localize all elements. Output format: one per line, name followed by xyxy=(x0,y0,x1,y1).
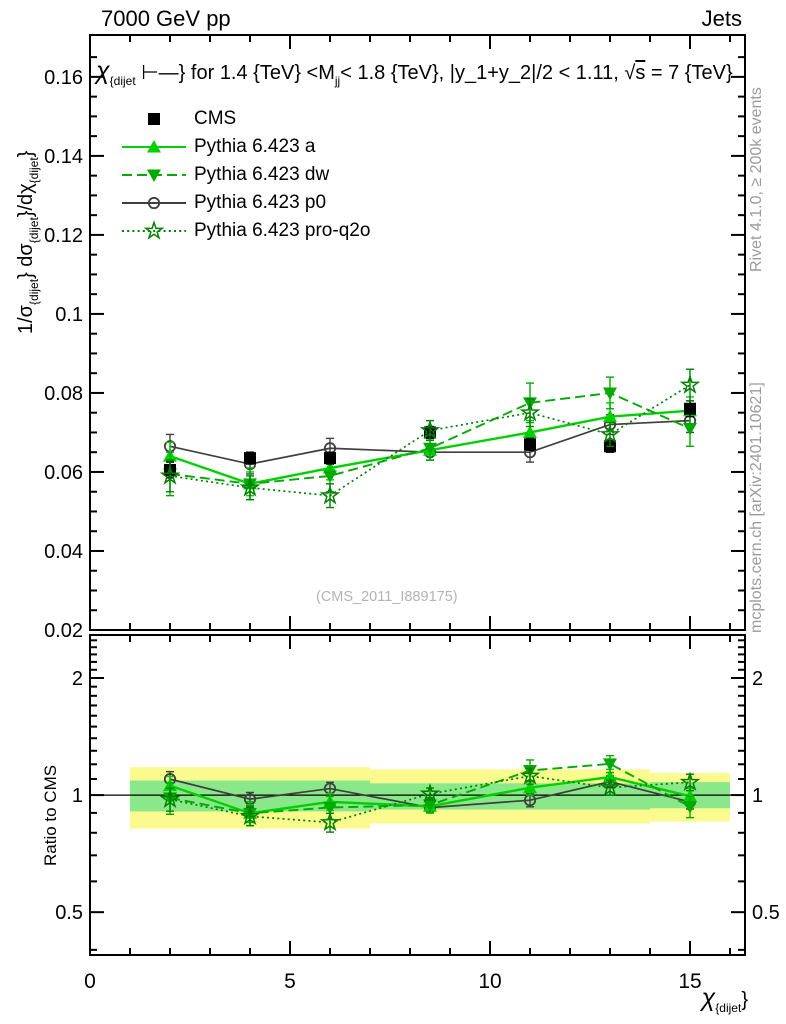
text-fragment: } xyxy=(15,150,37,158)
legend-item-cms: CMS xyxy=(122,105,370,133)
tick-label: 1 xyxy=(72,785,83,807)
text-fragment: χ xyxy=(701,984,716,1012)
legend-marker-triangle-down-icon xyxy=(122,169,186,182)
tick-label: 0.16 xyxy=(44,67,83,89)
tick-label: 0.04 xyxy=(44,541,83,563)
text-fragment: {dijet xyxy=(109,74,136,88)
text-fragment: {dijet xyxy=(715,1001,742,1015)
text-fragment: jj xyxy=(334,74,341,88)
tick-label: 5 xyxy=(284,970,296,993)
tick-label: 0.14 xyxy=(44,146,83,168)
tick-label: 0.02 xyxy=(44,620,83,642)
text-fragment: = 7 {TeV} xyxy=(645,62,733,84)
legend-label: Pythia 6.423 pro-q2o xyxy=(194,220,371,241)
tick-label: 10 xyxy=(478,970,501,993)
text-fragment: }/dχ xyxy=(15,183,37,218)
text-fragment: {dijet xyxy=(27,278,41,305)
legend-marker-triangle-up-icon xyxy=(122,140,186,153)
text-fragment: {dijet xyxy=(27,217,41,244)
legend-item-pythia-6-423-a: Pythia 6.423 a xyxy=(122,133,370,161)
rivet-version-note: Rivet 4.1.0, ≥ 200k events xyxy=(748,87,765,272)
axes xyxy=(89,34,746,956)
tick-labels: 0.02 0.04 0.06 0.08 0.1 0.12 0.14 0.16 0.5 0.5 1 1 2… xyxy=(44,67,780,993)
text-fragment: {dijet xyxy=(27,157,41,184)
analysis-group-label: Jets xyxy=(701,6,742,31)
text-fragment: s xyxy=(635,62,646,84)
tick-label: 0.1 xyxy=(55,304,83,326)
text-fragment: } dσ xyxy=(15,243,37,279)
text-fragment: } xyxy=(741,989,748,1011)
x-axis-title: χ{dijet} xyxy=(598,984,748,1015)
legend: CMS Pythia 6.423 a Pythia 6.423 dw Pythia 6… xyxy=(122,105,370,245)
series-pythia-6-423-pro-q2o-ratio xyxy=(159,765,701,833)
legend-label: CMS xyxy=(194,108,237,129)
legend-marker-square-icon xyxy=(148,113,160,125)
text-fragment: 1/σ xyxy=(15,304,37,334)
tick-label: 2 xyxy=(752,668,763,690)
data-series xyxy=(90,368,745,833)
series-pythia-6-423-pro-q2o xyxy=(159,368,701,509)
tick-label: 0.08 xyxy=(44,383,83,405)
mcplots-reference-note: mcplots.cern.ch [arXiv:2401.10621] xyxy=(748,382,765,633)
y-axis-title: 1/σ{dijet} dσ{dijet}/dχ{dijet} xyxy=(15,151,41,334)
tick-label: 0 xyxy=(84,970,96,993)
tick-label: 0.12 xyxy=(44,225,83,247)
text-fragment: < 1.8 {TeV}, |y_1+y_2|/2 < 1.11, xyxy=(340,62,625,84)
tick-label: 0.5 xyxy=(55,902,83,924)
legend-marker-star-icon xyxy=(122,220,186,240)
beam-energy-label: 7000 GeV pp xyxy=(101,6,231,31)
tick-label: 15 xyxy=(678,970,701,993)
legend-marker-circle-icon xyxy=(122,196,186,210)
tick-label: 2 xyxy=(72,668,83,690)
legend-label: Pythia 6.423 a xyxy=(194,136,316,157)
legend-label: Pythia 6.423 dw xyxy=(194,164,330,185)
text-fragment: √ xyxy=(624,62,636,84)
text-fragment: for 1.4 {TeV} <M xyxy=(185,62,335,84)
text-fragment: ⊢—} xyxy=(135,62,186,84)
legend-item-pythia-6-423-dw: Pythia 6.423 dw xyxy=(122,161,370,189)
text-fragment: χ xyxy=(96,57,110,85)
legend-item-pythia-6-423-p0: Pythia 6.423 p0 xyxy=(122,189,370,217)
legend-label: Pythia 6.423 p0 xyxy=(194,192,327,213)
tick-label: 0.5 xyxy=(752,902,780,924)
ratio-axis-title: Ratio to CMS xyxy=(41,764,60,866)
tick-label: 1 xyxy=(752,785,763,807)
legend-item-pythia-6-423-pro-q2o: Pythia 6.423 pro-q2o xyxy=(122,217,370,245)
tick-label: 0.06 xyxy=(44,462,83,484)
analysis-id-watermark: (CMS_2011_I889175) xyxy=(316,589,458,605)
plot-title: χ{dijet ⊢—} for 1.4 {TeV} <Mjj< 1.8 {TeV… xyxy=(96,57,733,88)
